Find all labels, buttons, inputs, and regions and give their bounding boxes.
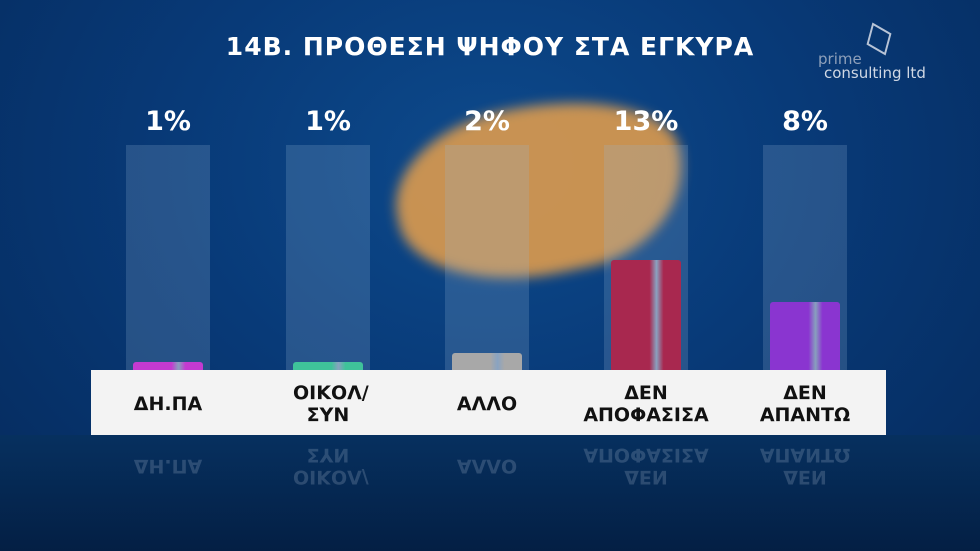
chart-title: 14Β. ΠΡΟΘΕΣΗ ΨΗΦΟΥ ΣΤΑ ΕΓΚΥΡΑ [225,32,755,61]
category-label: ΑΛΛΟ [412,378,562,430]
category-text: ΔΕΝ ΑΠΑΝΤΩ [759,444,851,488]
bar [770,302,840,370]
value-label: 8% [782,106,828,137]
bar [611,259,681,370]
category-text: ΔΕΝ ΑΠΑΝΤΩ [759,382,851,426]
category-text: ΑΛΛΟ [456,393,518,415]
category-label-reflection: ΔΕΝ ΑΠΟΦΑΣΙΣΑ [571,440,721,492]
category-label: ΔΗ.ΠΑ [93,378,243,430]
category-text: ΔΕΝ ΑΠΟΦΑΣΙΣΑ [583,382,709,426]
bar-track [126,145,210,370]
logo-text-1: prime [818,50,862,68]
bar [452,353,522,370]
prime-consulting-logo: prime consulting ltd [818,22,926,81]
logo-mark-icon [866,22,892,56]
bar [133,361,203,370]
bar-track [445,145,529,370]
category-text: ΑΛΛΟ [456,455,518,477]
category-label-reflection: ΑΛΛΟ [412,440,562,492]
category-label: ΟΙΚΟΛ/ ΣΥΝ [253,378,403,430]
bar-track [286,145,370,370]
floor-background [0,435,980,551]
category-label: ΔΕΝ ΑΠΑΝΤΩ [730,378,880,430]
logo-text-2: consulting ltd [824,64,926,82]
category-label-reflection: ΟΙΚΟΛ/ ΣΥΝ [253,440,403,492]
category-text: ΔΗ.ΠΑ [133,393,203,415]
category-label-reflection: ΔΗ.ΠΑ [93,440,243,492]
value-label: 1% [145,106,191,137]
category-text: ΔΕΝ ΑΠΟΦΑΣΙΣΑ [583,444,709,488]
category-label-reflection: ΔΕΝ ΑΠΑΝΤΩ [730,440,880,492]
label-panel [91,370,886,435]
category-text: ΟΙΚΟΛ/ ΣΥΝ [293,382,369,426]
bar [293,361,363,370]
value-label: 2% [464,106,510,137]
value-label: 1% [305,106,351,137]
category-label: ΔΕΝ ΑΠΟΦΑΣΙΣΑ [571,378,721,430]
category-text: ΔΗ.ΠΑ [133,455,203,477]
category-text: ΟΙΚΟΛ/ ΣΥΝ [293,444,369,488]
value-label: 13% [613,106,679,137]
